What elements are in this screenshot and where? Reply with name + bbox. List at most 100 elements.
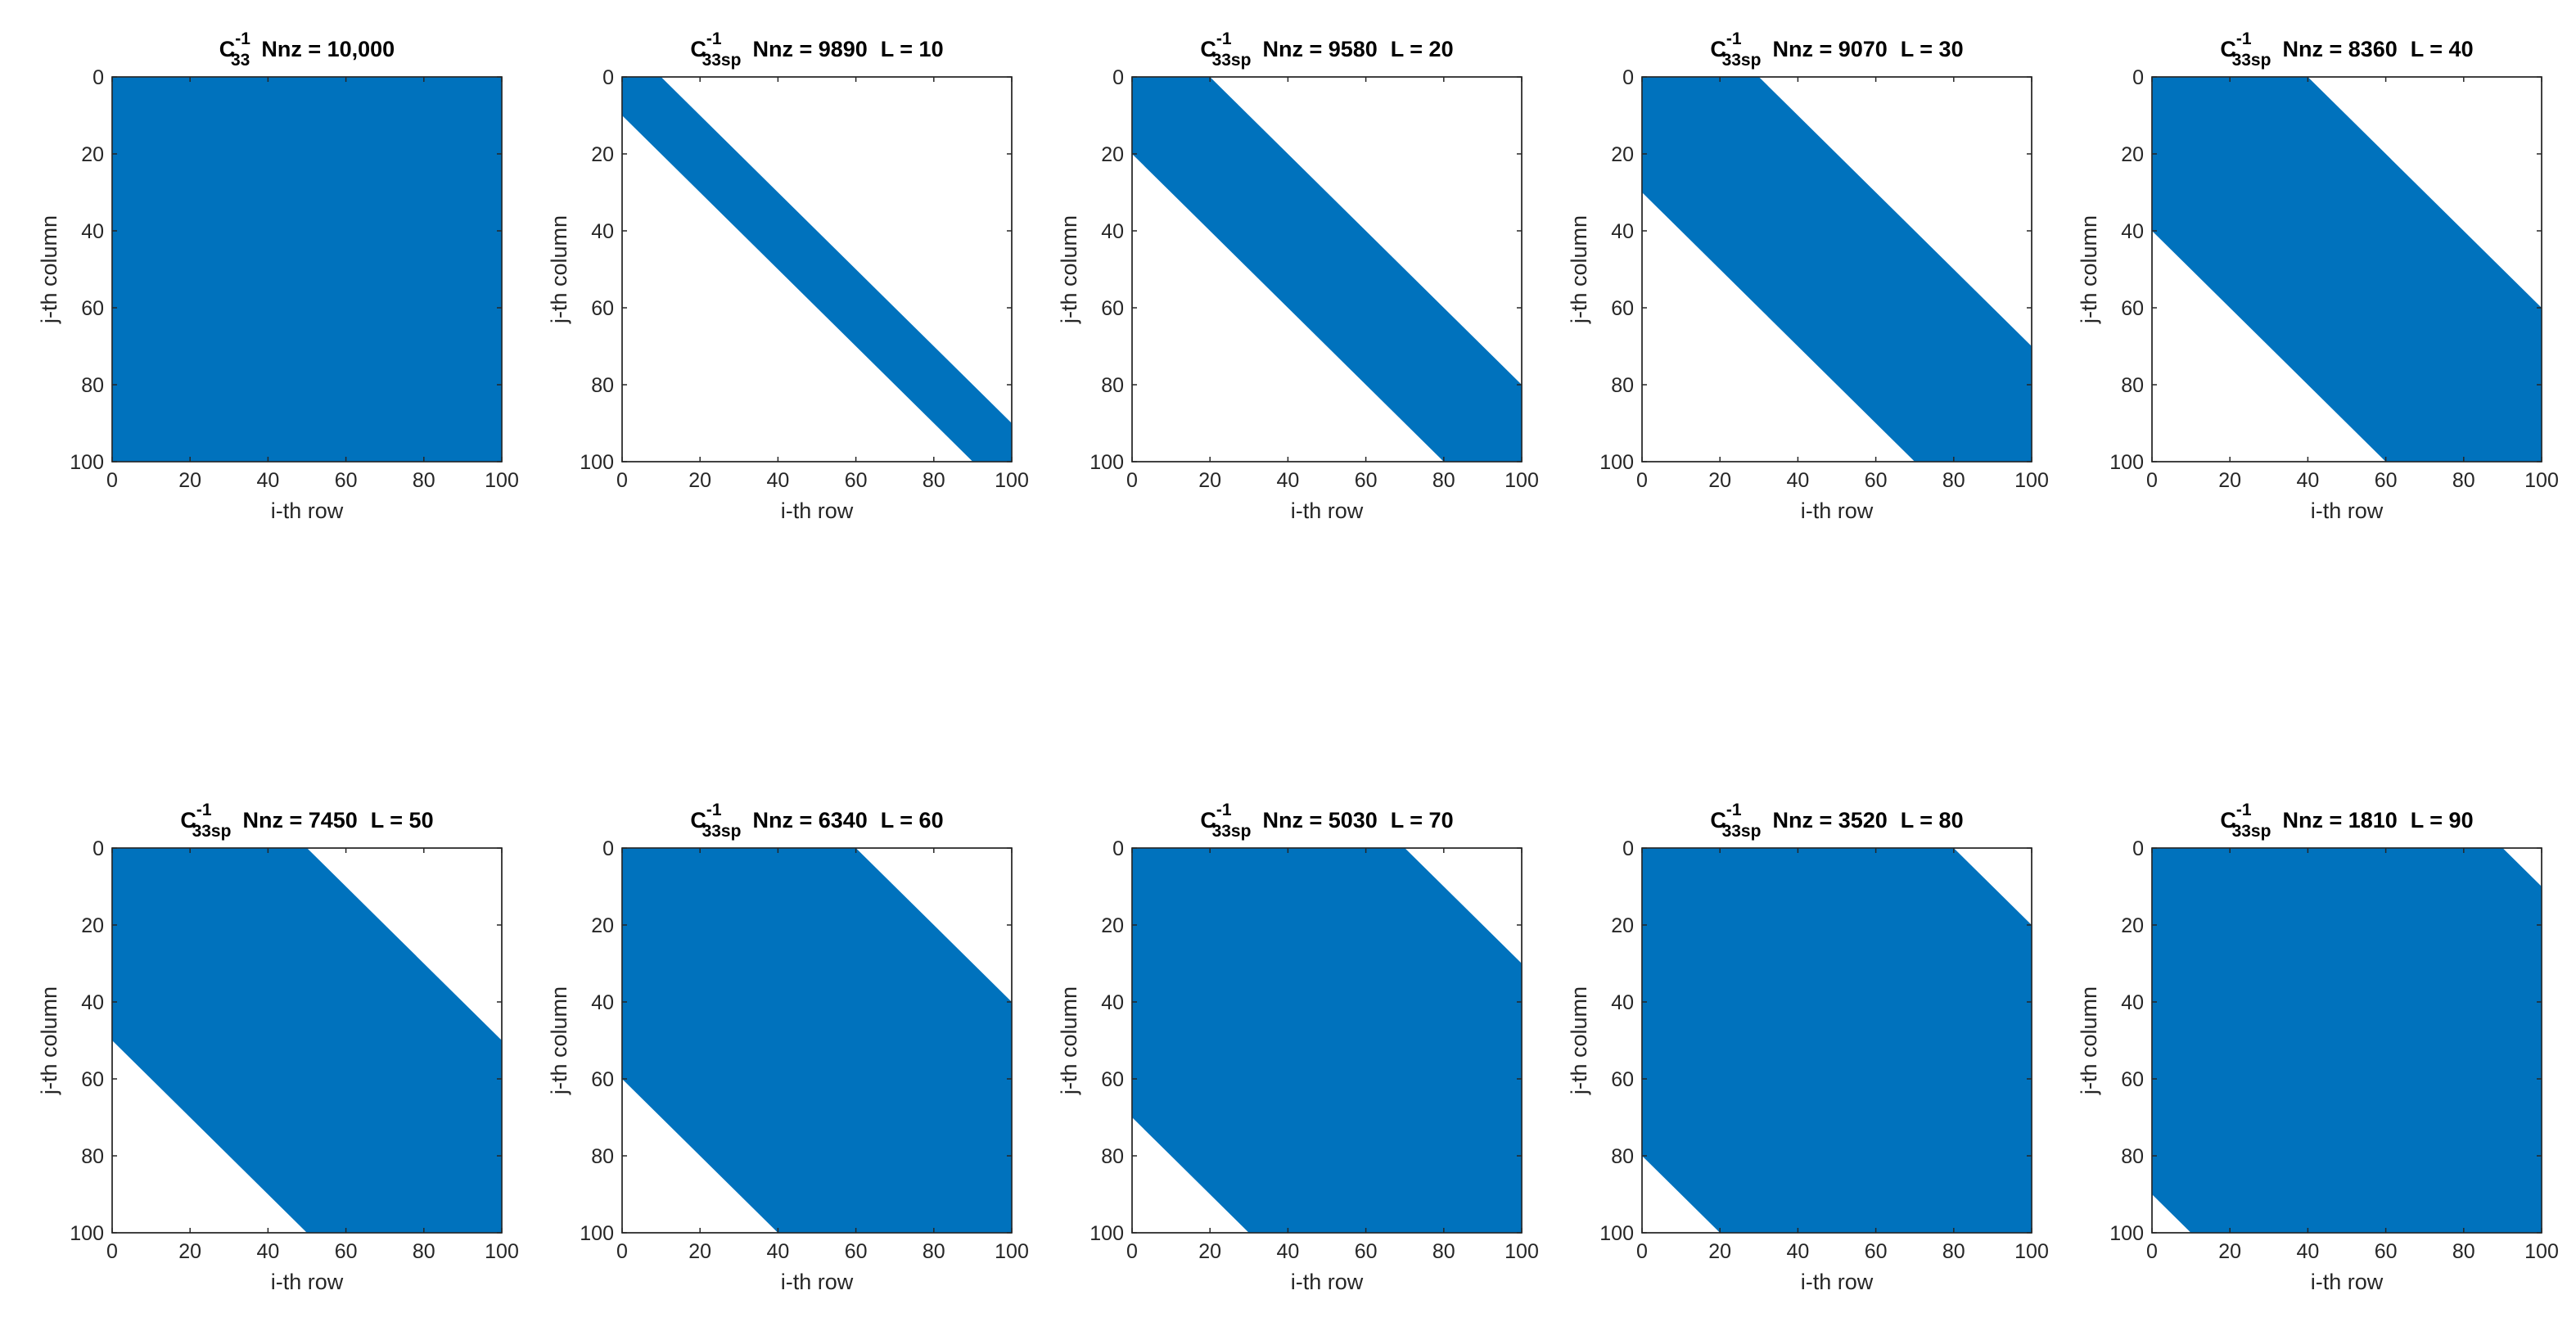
x-axis-label: i-th row xyxy=(781,1270,854,1294)
title-symbol: C xyxy=(180,808,196,832)
nonzero-band xyxy=(1642,77,2032,462)
y-tick-label: 40 xyxy=(81,220,104,243)
y-tick-label: 0 xyxy=(92,837,104,860)
y-tick-label: 60 xyxy=(1101,1068,1124,1091)
x-tick-label: 20 xyxy=(1198,469,1221,492)
y-tick-label: 80 xyxy=(2121,374,2144,397)
title-symbol: C xyxy=(219,37,236,61)
x-tick-label: 40 xyxy=(766,1240,789,1263)
x-tick-label: 80 xyxy=(2452,469,2475,492)
title-nnz: Nnz = 7450 xyxy=(242,808,357,832)
title-nnz: Nnz = 6340 xyxy=(752,808,867,832)
x-tick-label: 0 xyxy=(2146,469,2158,492)
subplot-title: C-1 33sp Nnz = 9580 L = 20 xyxy=(1200,29,1453,70)
y-tick-label: 40 xyxy=(2121,220,2144,243)
x-tick-label: 80 xyxy=(923,469,945,492)
nonzero-band xyxy=(1642,848,2032,1233)
x-tick-label: 20 xyxy=(1198,1240,1221,1263)
x-tick-label: 40 xyxy=(1276,1240,1299,1263)
x-axis-label: i-th row xyxy=(2311,1270,2384,1294)
x-tick-label: 0 xyxy=(1126,1240,1138,1263)
y-tick-label: 40 xyxy=(2121,991,2144,1014)
axes-border xyxy=(1641,76,2032,462)
title-bandwidth: L = 10 xyxy=(881,37,944,61)
y-tick-label: 60 xyxy=(1611,1068,1634,1091)
title-symbol: C xyxy=(1200,37,1216,61)
x-tick-label: 100 xyxy=(2524,1240,2559,1263)
title-superscript: -1 xyxy=(1216,29,1232,48)
axes-border xyxy=(1641,847,2032,1234)
nonzero-band xyxy=(2152,848,2542,1233)
y-tick-label: 40 xyxy=(1611,991,1634,1014)
y-tick-label: 0 xyxy=(2132,66,2144,89)
title-subscript: 33sp xyxy=(2232,822,2271,841)
y-tick-label: 80 xyxy=(1101,1145,1124,1168)
subplot-title: C-1 33 Nnz = 10,000 xyxy=(219,29,395,70)
title-nnz: Nnz = 9070 xyxy=(1772,37,1887,61)
y-tick-label: 80 xyxy=(591,1145,614,1168)
y-tick-label: 60 xyxy=(81,1068,104,1091)
y-tick-label: 40 xyxy=(1611,220,1634,243)
nonzero-band xyxy=(112,848,502,1233)
title-subscript: 33sp xyxy=(1212,51,1252,70)
x-tick-label: 100 xyxy=(995,1240,1029,1263)
x-axis-label: i-th row xyxy=(271,499,344,523)
title-superscript: -1 xyxy=(196,801,212,819)
x-tick-label: 20 xyxy=(688,469,711,492)
title-nnz: Nnz = 9890 xyxy=(752,37,867,61)
title-symbol: C xyxy=(1710,37,1726,61)
x-tick-label: 0 xyxy=(616,1240,628,1263)
y-tick-label: 20 xyxy=(1101,914,1124,937)
y-tick-label: 60 xyxy=(2121,297,2144,320)
y-tick-label: 20 xyxy=(2121,143,2144,166)
x-tick-label: 40 xyxy=(2296,1240,2319,1263)
x-tick-label: 20 xyxy=(1708,469,1731,492)
x-tick-label: 60 xyxy=(2375,1240,2398,1263)
y-tick-label: 80 xyxy=(1611,1145,1634,1168)
title-bandwidth: L = 50 xyxy=(371,808,434,832)
title-symbol: C xyxy=(690,37,706,61)
x-tick-label: 0 xyxy=(1636,469,1648,492)
y-tick-label: 0 xyxy=(1112,837,1124,860)
y-axis-label: j-th column xyxy=(37,215,61,324)
y-tick-label: 80 xyxy=(81,374,104,397)
x-tick-label: 60 xyxy=(335,469,358,492)
title-bandwidth: L = 30 xyxy=(1901,37,1964,61)
y-axis-label: j-th column xyxy=(2077,215,2101,324)
subplot-title: C-1 33sp Nnz = 6340 L = 60 xyxy=(690,801,943,841)
y-axis-label: j-th column xyxy=(547,986,571,1095)
y-tick-label: 60 xyxy=(591,1068,614,1091)
title-subscript: 33sp xyxy=(2232,51,2271,70)
x-tick-label: 40 xyxy=(256,1240,279,1263)
y-axis-label: j-th column xyxy=(1567,215,1591,324)
title-bandwidth: L = 70 xyxy=(1391,808,1454,832)
title-subscript: 33sp xyxy=(192,822,232,841)
y-tick-label: 40 xyxy=(1101,991,1124,1014)
y-tick-label: 0 xyxy=(92,66,104,89)
x-axis-label: i-th row xyxy=(1291,499,1364,523)
x-tick-label: 100 xyxy=(1505,469,1539,492)
title-nnz: Nnz = 5030 xyxy=(1262,808,1377,832)
x-tick-label: 80 xyxy=(1432,469,1455,492)
title-superscript: -1 xyxy=(706,801,722,819)
y-tick-label: 100 xyxy=(1089,1222,1124,1245)
x-tick-label: 60 xyxy=(845,469,868,492)
title-symbol: C xyxy=(1710,808,1726,832)
y-tick-label: 100 xyxy=(1599,1222,1634,1245)
y-tick-label: 60 xyxy=(1101,297,1124,320)
x-tick-label: 20 xyxy=(178,469,201,492)
title-symbol: C xyxy=(2220,37,2236,61)
title-subscript: 33sp xyxy=(702,51,742,70)
y-axis-label: j-th column xyxy=(1057,986,1081,1095)
x-tick-label: 100 xyxy=(485,1240,519,1263)
title-subscript: 33sp xyxy=(1722,51,1762,70)
x-tick-label: 0 xyxy=(616,469,628,492)
x-tick-label: 80 xyxy=(413,469,435,492)
title-bandwidth: L = 80 xyxy=(1901,808,1964,832)
